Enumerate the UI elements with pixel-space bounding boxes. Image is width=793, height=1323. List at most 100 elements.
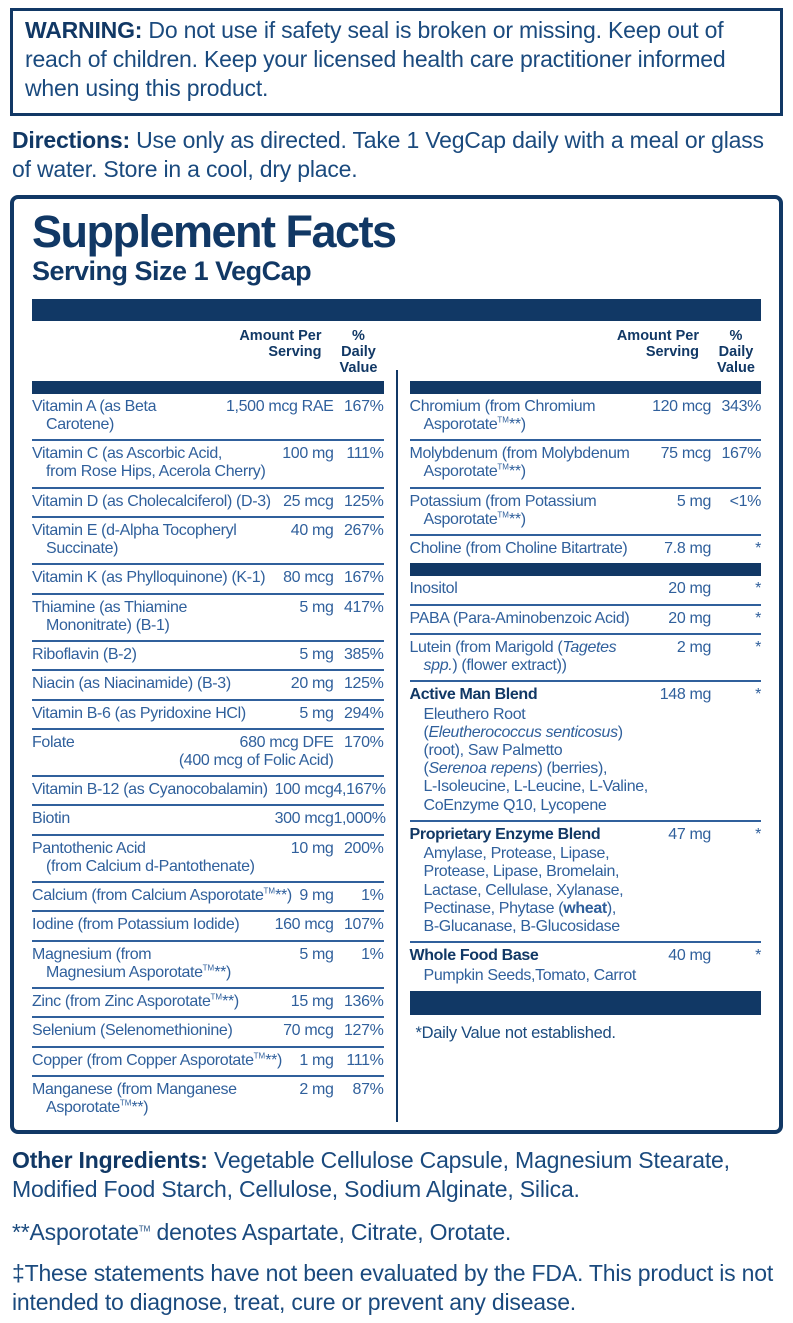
table-row: Zinc (from Zinc AsporotateTM**) 15 mg 13… xyxy=(32,989,384,1019)
ingredient-amount: 9 mg xyxy=(299,887,334,905)
ingredient-daily-value: 136% xyxy=(343,993,384,1011)
ingredient-amount: 47 mg xyxy=(668,825,711,843)
section-bar xyxy=(409,990,761,1015)
ingredient-amount: 20 mg xyxy=(290,675,334,693)
column-headers-right: Amount Per Serving % Daily Value xyxy=(410,324,762,381)
ingredient-daily-value: * xyxy=(755,540,761,558)
asporotate-note: **AsporotateTM denotes Aspartate, Citrat… xyxy=(12,1218,512,1245)
ingredient-daily-value: 167% xyxy=(343,569,384,587)
ingredient-amount: 1 mg xyxy=(299,1051,334,1069)
ingredient-name: Molybdenum (from Molybdenum AsporotateTM… xyxy=(409,445,630,481)
ingredient-name: PABA (Para-Aminobenzoic Acid) xyxy=(409,609,630,627)
daily-value-header: % Daily Value xyxy=(339,327,378,376)
ingredient-daily-value: 107% xyxy=(343,916,384,934)
facts-table: Amount Per Serving % Daily Value Vitamin… xyxy=(32,324,761,1130)
ingredient-daily-value: 111% xyxy=(346,445,384,463)
ingredient-daily-value: 125% xyxy=(343,492,384,510)
column-headers-left: Amount Per Serving % Daily Value xyxy=(32,324,384,381)
ingredient-amount: 1,500 mcg RAE xyxy=(225,397,334,415)
ingredient-daily-value: 385% xyxy=(343,646,384,664)
ingredient-daily-value: * xyxy=(755,580,761,598)
directions-text: Use only as directed. Take 1 VegCap dail… xyxy=(12,126,764,182)
table-row: Active Man Blend Eleuthero Root (Eleuther… xyxy=(409,682,761,822)
ingredient-name: Copper (from Copper AsporotateTM**) xyxy=(32,1051,282,1069)
table-row: Folate 680 mcg DFE (400 mcg of Folic Aci… xyxy=(32,730,384,778)
header-bar xyxy=(32,298,761,321)
other-ingredients: Other Ingredients: Vegetable Cellulose C… xyxy=(12,1146,781,1204)
ingredient-name: Folate xyxy=(32,733,75,751)
ingredient-name: Vitamin B-12 (as Cyanocobalamin) xyxy=(32,781,268,799)
supplement-facts-panel: Supplement Facts Serving Size 1 VegCap A… xyxy=(10,195,783,1135)
table-row: Vitamin E (d-Alpha Tocopheryl Succinate)… xyxy=(32,518,384,566)
table-row: Manganese (from Manganese AsporotateTM**… xyxy=(32,1077,384,1122)
table-row: Lutein (from Marigold (Tagetes spp.) (fl… xyxy=(409,635,761,683)
table-row: Copper (from Copper AsporotateTM**) 1 mg… xyxy=(32,1048,384,1077)
ingredient-name: Calcium (from Calcium AsporotateTM**) xyxy=(32,886,292,905)
ingredient-amount: 20 mg xyxy=(668,580,711,598)
ingredient-name: Vitamin B-6 (as Pyridoxine HCl) xyxy=(32,704,246,722)
ingredient-name: Proprietary Enzyme Blend Amylase, Proteas… xyxy=(409,825,624,936)
table-row: Proprietary Enzyme Blend Amylase, Proteas… xyxy=(409,822,761,944)
ingredient-daily-value: 343% xyxy=(721,397,761,415)
directions-label: Directions: xyxy=(12,126,130,153)
table-row: Magnesium (from Magnesium AsporotateTM**… xyxy=(32,942,384,990)
ingredient-daily-value: 167% xyxy=(343,397,384,415)
ingredient-rows-right: Chromium (from Chromium AsporotateTM**) … xyxy=(409,394,762,1015)
table-row: Chromium (from Chromium AsporotateTM**) … xyxy=(409,394,761,442)
sub-ingredients: Pumpkin Seeds,Tomato, Carrot xyxy=(423,966,637,984)
ingredient-daily-value: 294% xyxy=(343,704,384,722)
ingredient-amount: 2 mg xyxy=(676,638,712,656)
ingredient-rows-left: Vitamin A (as Beta Carotene) 1,500 mcg R… xyxy=(32,394,387,1123)
ingredient-daily-value: 167% xyxy=(721,445,761,463)
ingredient-daily-value: 4,167% xyxy=(333,781,387,799)
fda-disclaimer: ‡These statements have not been evaluate… xyxy=(12,1259,774,1315)
ingredient-name: Vitamin D (as Cholecalciferol) (D-3) xyxy=(32,492,271,510)
table-row: Riboflavin (B-2) 5 mg 385% xyxy=(32,642,384,672)
ingredient-amount: 160 mcg xyxy=(274,916,334,934)
warning-text: Do not use if safety seal is broken or m… xyxy=(25,17,726,102)
ingredient-daily-value: 170% xyxy=(343,733,384,751)
table-row: Vitamin B-12 (as Cyanocobalamin) 100 mcg… xyxy=(32,777,387,807)
ingredient-amount: 300 mcg xyxy=(274,810,334,828)
ingredient-name: Active Man Blend Eleuthero Root (Eleuther… xyxy=(409,686,649,814)
ingredient-name: Inositol xyxy=(409,580,458,598)
section-bar xyxy=(409,563,761,577)
table-row: Vitamin B-6 (as Pyridoxine HCl) 5 mg 294… xyxy=(32,701,384,730)
ingredient-amount: 680 mcg DFE (400 mcg of Folic Acid) xyxy=(178,733,334,769)
table-row: Calcium (from Calcium AsporotateTM**) 9 … xyxy=(32,883,384,913)
daily-value-footnote: *Daily Value not established. xyxy=(415,1023,616,1042)
ingredient-daily-value: 200% xyxy=(343,839,384,857)
ingredient-name: Iodine (from Potassium Iodide) xyxy=(32,916,240,934)
ingredient-amount: 20 mg xyxy=(668,609,711,627)
table-row: Whole Food Base Pumpkin Seeds,Tomato, Car… xyxy=(410,943,762,989)
sub-ingredients: Amylase, Protease, Lipase, Protease, Lip… xyxy=(423,845,624,936)
warning-label: WARNING: xyxy=(25,17,143,43)
table-row: Potassium (from Potassium AsporotateTM**… xyxy=(409,489,761,537)
ingredient-amount: 40 mg xyxy=(668,947,711,965)
ingredient-amount: 75 mcg xyxy=(660,445,712,463)
ingredient-amount: 5 mg xyxy=(676,492,712,510)
facts-column-left: Amount Per Serving % Daily Value Vitamin… xyxy=(32,324,387,1123)
table-row: Vitamin D (as Cholecalciferol) (D-3) 25 … xyxy=(32,489,384,518)
ingredient-daily-value: 1% xyxy=(361,887,384,905)
ingredient-name: Vitamin C (as Ascorbic Acid, from Rose H… xyxy=(32,445,266,481)
table-row: Niacin (as Niacinamide) (B-3) 20 mg 125% xyxy=(32,671,384,701)
ingredient-amount: 80 mcg xyxy=(283,569,334,587)
amount-per-serving-header: Amount Per Serving xyxy=(239,327,322,360)
table-row: Vitamin K (as Phylloquinone) (K-1) 80 mc… xyxy=(32,565,384,595)
ingredient-amount: 7.8 mg xyxy=(664,540,711,558)
daily-value-header: % Daily Value xyxy=(717,327,755,376)
table-row: Molybdenum (from Molybdenum AsporotateTM… xyxy=(409,441,761,489)
ingredient-amount: 2 mg xyxy=(299,1080,334,1098)
ingredient-amount: 100 mcg xyxy=(274,781,334,799)
other-ingredients-label: Other Ingredients: xyxy=(12,1147,208,1174)
ingredient-amount: 5 mg xyxy=(299,945,334,963)
ingredient-amount: 148 mg xyxy=(659,686,712,704)
ingredient-amount: 5 mg xyxy=(299,646,334,664)
facts-column-right: Amount Per Serving % Daily Value Chromiu… xyxy=(409,324,762,1122)
ingredient-daily-value: 267% xyxy=(343,521,384,539)
ingredient-daily-value: 87% xyxy=(352,1080,384,1098)
ingredient-name: Biotin xyxy=(32,810,70,828)
ingredient-name: Chromium (from Chromium AsporotateTM**) xyxy=(409,397,596,433)
